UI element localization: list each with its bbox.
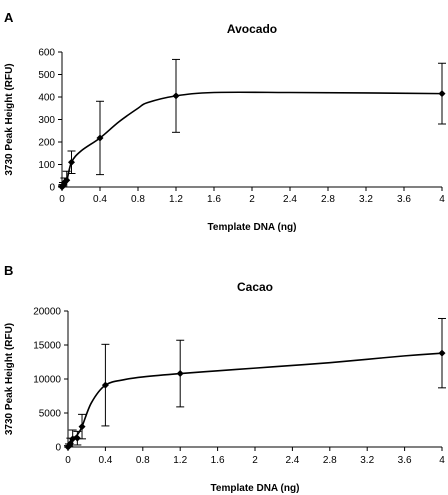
y-tick-label: 200: [38, 138, 55, 149]
x-tick-label: 1.6: [207, 194, 221, 205]
x-tick-label: 3.2: [360, 455, 374, 466]
x-tick-label: 4: [439, 455, 445, 466]
data-point: [438, 349, 446, 357]
x-tick-label: 0.4: [93, 194, 107, 205]
y-axis-label: 3730 Peak Height (RFU): [4, 63, 15, 175]
x-tick-label: 0.8: [136, 455, 150, 466]
y-tick-label: 500: [38, 70, 55, 81]
data-point: [78, 423, 86, 431]
panel-letter: A: [4, 10, 14, 25]
data-point: [96, 134, 104, 142]
x-axis-label: Template DNA (ng): [211, 483, 300, 494]
data-point: [438, 90, 446, 98]
x-axis-label: Template DNA (ng): [208, 222, 297, 233]
y-tick-label: 0: [49, 183, 55, 194]
chart-panel-b: B Cacao 0 5000 10000 15000 20000 0 0.4 0.8 1.2 1.6 2…: [4, 263, 446, 494]
x-tick-label: 0.4: [98, 455, 112, 466]
x-tick-label: 1.2: [173, 455, 187, 466]
chart-panel-a: A Avocado 0 100 200 300 400 500 600 0 0.4 0.8 1.2 1.6…: [4, 10, 446, 233]
x-tick-label: 2: [249, 194, 255, 205]
y-tick-label: 0: [55, 443, 61, 454]
x-tick-label: 0: [59, 194, 65, 205]
y-tick-label: 10000: [33, 375, 61, 386]
x-tick-label: 2: [252, 455, 258, 466]
y-tick-label: 100: [38, 160, 55, 171]
data-point: [68, 158, 75, 166]
data-point: [69, 435, 77, 443]
data-point: [101, 381, 109, 389]
data-point: [66, 440, 74, 448]
y-tick-label: 5000: [39, 409, 62, 420]
x-tick-label: 0: [65, 455, 71, 466]
chart-title: Cacao: [237, 280, 273, 294]
x-tick-label: 3.6: [398, 455, 412, 466]
fit-curve: [61, 91, 443, 188]
x-tick-label: 4: [439, 194, 445, 205]
fit-curve: [67, 352, 443, 448]
x-tick-label: 0.8: [131, 194, 145, 205]
panel-letter: B: [4, 263, 13, 278]
y-axis-label: 3730 Peak Height (RFU): [4, 323, 15, 435]
y-tick-label: 400: [38, 93, 55, 104]
x-tick-label: 1.6: [211, 455, 225, 466]
x-tick-label: 2.4: [283, 194, 297, 205]
data-point: [172, 92, 180, 100]
chart-title: Avocado: [227, 22, 277, 36]
x-tick-label: 3.2: [359, 194, 373, 205]
x-tick-label: 1.2: [169, 194, 183, 205]
data-point: [176, 370, 184, 378]
y-tick-label: 600: [38, 48, 55, 59]
y-tick-label: 15000: [33, 341, 61, 352]
y-tick-label: 20000: [33, 307, 61, 318]
x-tick-label: 2.8: [321, 194, 335, 205]
x-tick-label: 2.4: [285, 455, 299, 466]
data-point: [63, 176, 71, 184]
x-tick-label: 3.6: [397, 194, 411, 205]
data-point: [73, 434, 81, 442]
y-tick-label: 300: [38, 115, 55, 126]
x-tick-label: 2.8: [323, 455, 337, 466]
